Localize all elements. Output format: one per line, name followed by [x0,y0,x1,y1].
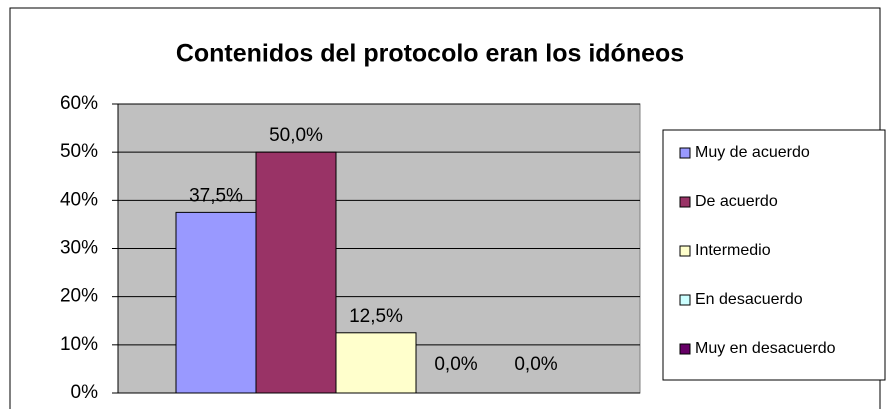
legend-label: Intermedio [695,242,771,259]
y-tick-label: 10% [60,334,98,355]
legend-label: De acuerdo [695,193,778,210]
legend-swatch [679,343,691,355]
legend-label: Muy de acuerdo [695,144,810,161]
y-tick-label: 60% [60,93,98,114]
y-tick-label: 0% [71,382,99,403]
bar [335,332,417,394]
data-label: 12,5% [349,306,403,327]
data-label: 0,0% [514,354,557,375]
y-tick-label: 40% [60,189,98,210]
legend-label: Muy en desacuerdo [695,340,836,357]
data-label: 0,0% [434,354,477,375]
legend [662,129,886,381]
y-tick-label: 20% [60,286,98,307]
legend-swatch [679,294,691,306]
legend-swatch [679,147,691,159]
legend-label: En desacuerdo [695,291,803,308]
legend-swatch [679,196,691,208]
y-tick-label: 30% [60,238,98,259]
bar [175,211,257,394]
data-label: 50,0% [269,125,323,146]
data-label: 37,5% [189,185,243,206]
y-tick-label: 50% [60,141,98,162]
bar [255,151,337,394]
legend-swatch [679,245,691,257]
chart-title: Contenidos del protocolo eran los idóneo… [176,40,684,68]
